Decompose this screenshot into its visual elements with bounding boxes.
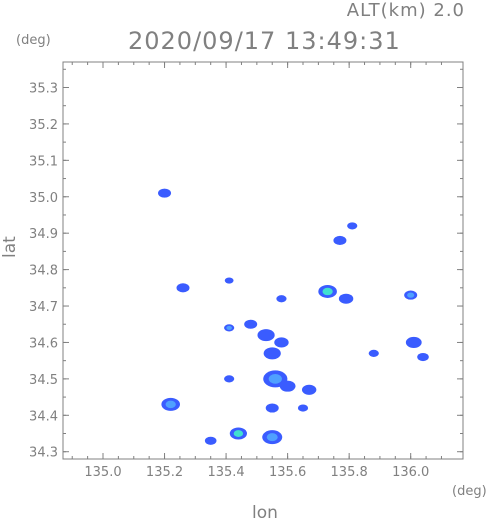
x-tick-label: 135.2 (146, 465, 183, 480)
x-axis-unit: (deg) (452, 484, 487, 499)
radar-echo (405, 336, 422, 348)
radar-echo-body (279, 380, 296, 392)
radar-echo-body (368, 349, 379, 357)
radar-echo-body (224, 375, 235, 383)
radar-echo (417, 352, 429, 362)
timestamp-label: 2020/09/17 13:49:31 (128, 27, 401, 55)
radar-echo (404, 290, 418, 300)
radar-echo-body (417, 352, 429, 362)
radar-echo (224, 375, 235, 383)
radar-echo-body (204, 436, 217, 445)
x-tick-label: 136.0 (392, 465, 429, 480)
radar-echo (368, 349, 379, 357)
radar-echo-body (176, 283, 190, 293)
radar-echo-core (322, 287, 333, 296)
radar-echo-body (224, 277, 234, 284)
y-axis-unit: (deg) (16, 33, 51, 48)
radar-echo (257, 329, 275, 342)
radar-echo (297, 404, 309, 412)
radar-echo-body (405, 336, 422, 348)
y-tick-label: 35.0 (29, 191, 58, 206)
y-tick-label: 34.6 (29, 336, 58, 351)
radar-echo-core (407, 292, 415, 298)
radar-echo-core (226, 325, 232, 330)
radar-echo (224, 277, 234, 284)
x-tick-label: 135.0 (84, 465, 121, 480)
radar-echo-body (276, 295, 287, 303)
y-tick-label: 35.1 (29, 154, 58, 169)
x-tick-label: 135.8 (331, 465, 368, 480)
radar-echo-body (257, 329, 275, 342)
radar-echo-body (333, 235, 347, 246)
radar-echo (347, 222, 358, 230)
x-tick-label: 135.4 (207, 465, 244, 480)
y-tick-label: 35.2 (29, 118, 58, 133)
radar-echo-core (165, 400, 176, 409)
radar-echo-body (338, 293, 354, 304)
radar-echo (333, 235, 347, 246)
y-tick-label: 34.3 (29, 446, 58, 461)
radar-echo (204, 436, 217, 445)
radar-echo (338, 293, 354, 304)
y-tick-label: 35.3 (29, 81, 58, 96)
radar-echo (265, 403, 279, 413)
radar-echo-body (301, 384, 317, 395)
radar-echo (244, 319, 258, 329)
radar-echo-body (274, 337, 289, 348)
radar-echo (176, 283, 190, 293)
radar-echo-body (265, 403, 279, 413)
x-axis-title: lon (252, 503, 278, 523)
plot-frame (62, 61, 464, 460)
radar-echo (262, 430, 283, 445)
x-tick-label: 135.6 (269, 465, 306, 480)
altitude-label: ALT(km) 2.0 (346, 0, 465, 21)
radar-echo-body (297, 404, 309, 412)
y-tick-label: 34.7 (29, 300, 58, 315)
radar-echo (158, 188, 172, 198)
y-tick-label: 34.9 (29, 227, 58, 242)
radar-echo (301, 384, 317, 395)
radar-echo (279, 380, 296, 392)
radar-echo (263, 347, 281, 360)
radar-echo (161, 397, 180, 411)
radar-echo-body (158, 188, 172, 198)
radar-echo (224, 324, 235, 332)
radar-echo-core (268, 374, 282, 384)
y-tick-label: 34.8 (29, 264, 58, 279)
radar-echo-body (244, 319, 258, 329)
y-tick-label: 34.5 (29, 373, 58, 388)
radar-echo (276, 295, 287, 303)
radar-echo-body (347, 222, 358, 230)
radar-echo-core (266, 433, 278, 442)
radar-echo-core (233, 430, 244, 437)
radar-echo (318, 284, 337, 298)
radar-echo-body (263, 347, 281, 360)
y-tick-label: 34.4 (29, 409, 58, 424)
radar-echo (274, 337, 289, 348)
radar-echo (229, 427, 247, 440)
